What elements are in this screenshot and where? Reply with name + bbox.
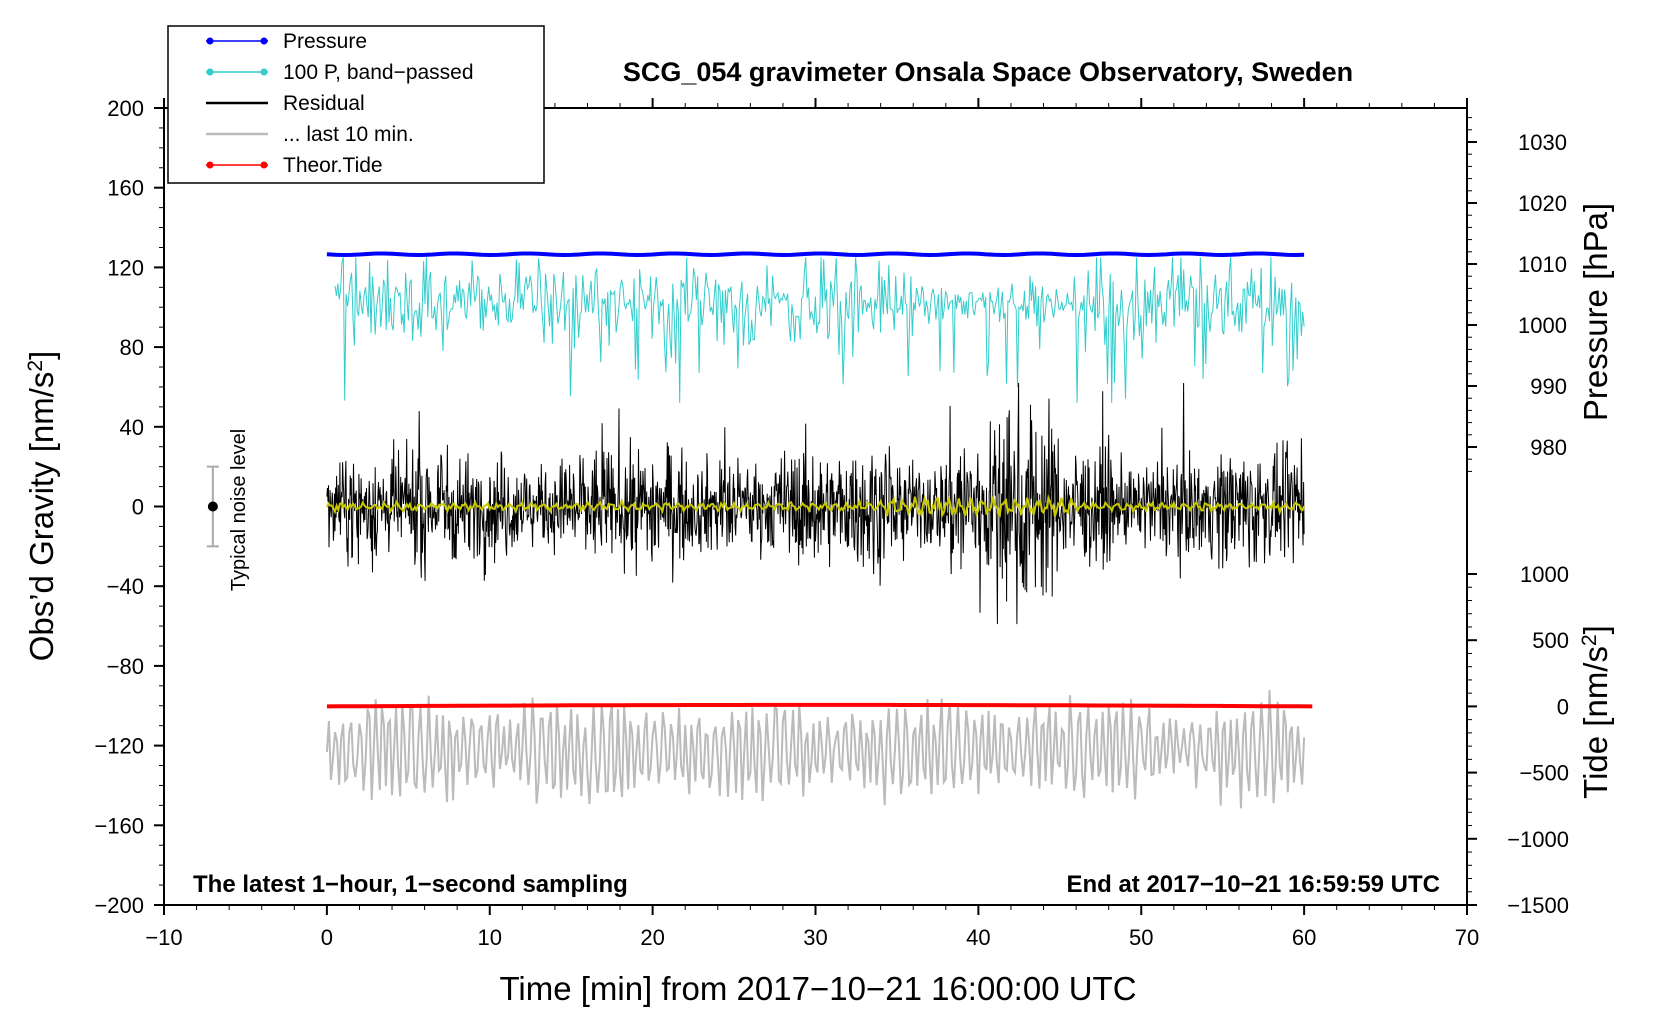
x-tick-label: 40 <box>966 925 990 950</box>
legend-label: Theor.Tide <box>283 154 383 177</box>
y-axis-label-left: Obs’d Gravity [nm/s2] <box>23 351 60 662</box>
tide-tick-label: −1500 <box>1507 893 1569 918</box>
noise-level-indicator: Typical noise level <box>206 429 250 591</box>
y-axis-ticks: −200 −160 −120 −80 −40 0 40 80 120 160 200 <box>94 96 164 918</box>
legend-marker <box>206 68 214 76</box>
series-residual-line <box>326 382 1305 625</box>
noise-dot <box>207 501 218 512</box>
pressure-tick-label: 1020 <box>1518 191 1567 216</box>
tide-tick-label: −1000 <box>1507 827 1569 852</box>
tide-tick-label: 0 <box>1557 694 1569 719</box>
x-axis-label: Time [min] from 2017−10−21 16:00:00 UTC <box>499 970 1136 1007</box>
legend-item: Pressure <box>206 30 367 53</box>
y-tick-label: −80 <box>107 654 144 679</box>
legend-label: ... last 10 min. <box>283 123 414 146</box>
series-bandpassed-line <box>334 257 1305 403</box>
y-tick-label: 40 <box>120 415 144 440</box>
pressure-tick-label: 980 <box>1530 435 1567 460</box>
legend-item: Residual <box>206 92 365 115</box>
legend-item: ... last 10 min. <box>206 123 414 146</box>
chart-title: SCG_054 gravimeter Onsala Space Observat… <box>623 57 1353 87</box>
series-last10-line <box>325 690 1306 809</box>
series-pressure-line <box>326 251 1305 258</box>
legend-box <box>167 25 545 184</box>
x-tick-label: 10 <box>478 925 502 950</box>
y-axis-label-left-close: ] <box>23 351 60 360</box>
y-axis-label-left-text: Obs’d Gravity [nm/s <box>23 372 60 662</box>
x-tick-label: 50 <box>1129 925 1153 950</box>
series-residual-smoothed-line <box>325 494 1306 519</box>
legend-marker <box>260 37 268 45</box>
legend-item: 100 P, band−passed <box>206 61 474 84</box>
y-tick-label: 200 <box>107 96 144 121</box>
legend-item: Theor.Tide <box>206 154 383 177</box>
y-tick-label: −120 <box>94 734 144 759</box>
pressure-tick-label: 1010 <box>1518 252 1567 277</box>
noise-level-label: Typical noise level <box>228 429 250 591</box>
series-layer <box>325 251 1313 809</box>
tide-tick-label: −500 <box>1519 761 1569 786</box>
tide-axis-label: Tide [nm/s2] <box>1577 625 1614 799</box>
legend: Pressure 100 P, band−passed Residual ... la… <box>167 25 545 184</box>
y-tick-label: 80 <box>120 335 144 360</box>
tide-axis-ticks: −1500 −1000 −500 0 500 1000 <box>1467 562 1569 918</box>
legend-marker <box>206 37 214 45</box>
x-tick-label: −10 <box>145 925 182 950</box>
tide-tick-label: 500 <box>1532 628 1569 653</box>
y-tick-label: 120 <box>107 255 144 280</box>
y-tick-label: −40 <box>107 574 144 599</box>
y-tick-label: 0 <box>132 495 144 520</box>
tide-axis-label-text: Tide [nm/s <box>1577 646 1614 799</box>
note-end-time: End at 2017−10−21 16:59:59 UTC <box>1066 871 1440 898</box>
pressure-axis-ticks: 980 990 1000 1010 1020 1030 <box>1466 108 1567 472</box>
y-tick-label: −160 <box>94 813 144 838</box>
legend-label: Residual <box>283 92 365 115</box>
legend-label: Pressure <box>283 30 367 53</box>
x-tick-label: 20 <box>640 925 664 950</box>
y-tick-label: 160 <box>107 176 144 201</box>
legend-marker <box>206 161 214 169</box>
x-tick-label: 60 <box>1292 925 1316 950</box>
x-axis-ticks: −10 0 10 20 30 40 50 60 70 <box>145 98 1479 950</box>
pressure-tick-label: 990 <box>1530 374 1567 399</box>
y-axis-label-left-sup: 2 <box>24 360 47 372</box>
pressure-tick-label: 1030 <box>1518 130 1567 155</box>
legend-marker <box>260 161 268 169</box>
pressure-tick-label: 1000 <box>1518 313 1567 338</box>
legend-label: 100 P, band−passed <box>283 61 474 84</box>
y-tick-label: −200 <box>94 893 144 918</box>
tide-tick-label: 1000 <box>1520 562 1569 587</box>
note-latest-hour: The latest 1−hour, 1−second sampling <box>193 871 628 898</box>
legend-marker <box>260 68 268 76</box>
x-tick-label: 30 <box>803 925 827 950</box>
tide-axis-label-sup: 2 <box>1578 634 1601 646</box>
tide-axis-label-close: ] <box>1577 625 1614 634</box>
x-tick-label: 70 <box>1455 925 1479 950</box>
pressure-axis-label: Pressure [hPa] <box>1577 203 1614 421</box>
series-tide-line <box>326 702 1313 709</box>
x-tick-label: 0 <box>321 925 333 950</box>
